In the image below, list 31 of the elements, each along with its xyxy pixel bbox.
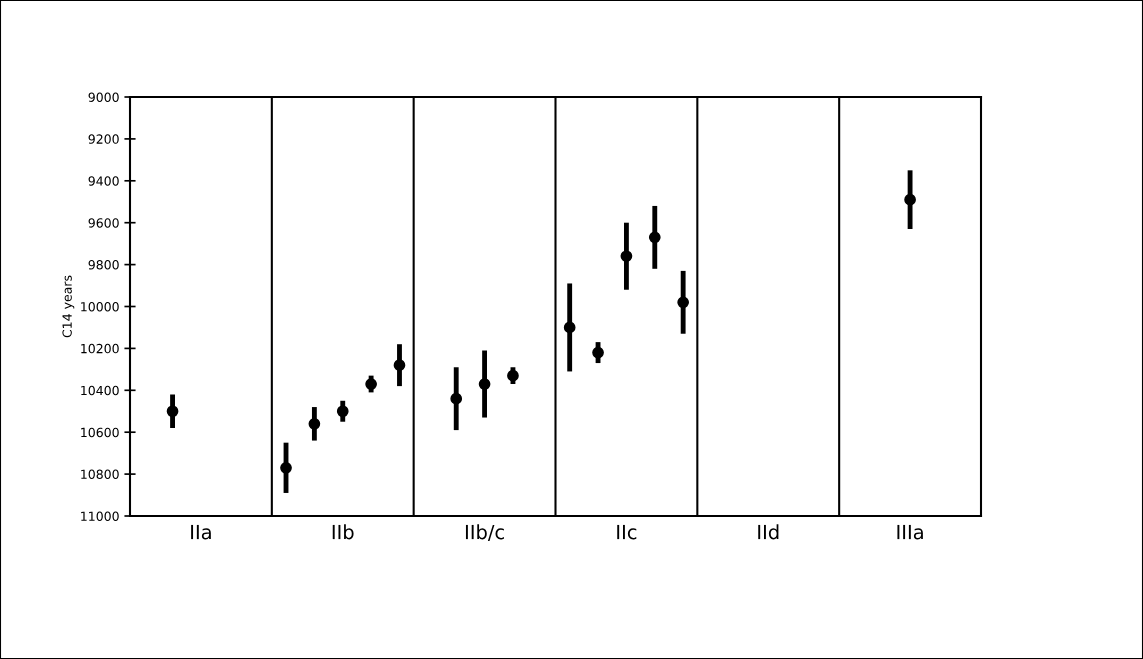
point [308,417,321,430]
point [478,378,491,390]
point [592,346,604,359]
y-tick-label: 9800 [88,260,119,270]
y-tick-label: 11000 [81,511,119,521]
point [648,231,661,244]
x-tick-label: IIa [191,524,211,540]
y-tick-label: 10200 [81,343,119,354]
point [450,392,463,405]
point [563,321,576,334]
x-tick-label: IIb [332,524,354,540]
point [336,405,349,418]
point [280,461,292,474]
point [166,405,179,418]
y-tick-label: 9400 [88,176,119,186]
point [620,250,633,263]
y-tick-label: 9000 [88,92,119,102]
y-tick-label: 9200 [88,134,119,144]
y-tick-label: 10400 [81,385,119,396]
y-tick-label: 10800 [81,469,119,480]
point [904,193,916,206]
y-tick-label: 9600 [88,218,119,228]
y-axis-title: C14 years [62,275,75,338]
point [393,359,406,372]
y-tick-label: 10000 [81,301,119,312]
x-tick-label: IIIa [897,524,923,540]
y-tick-label: 10600 [81,427,119,438]
x-tick-label: IIc [617,524,637,540]
x-tick-label: IId [758,524,779,540]
x-tick-label: IIb/c [465,524,504,541]
point [677,296,689,309]
